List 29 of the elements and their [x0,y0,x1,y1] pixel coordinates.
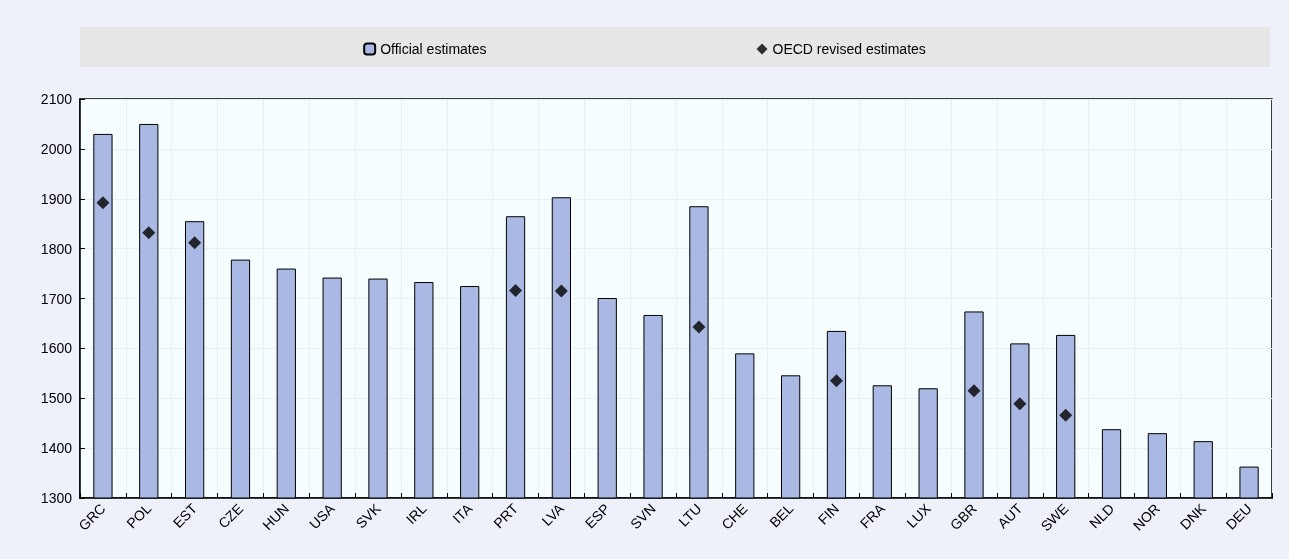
point [829,374,843,388]
y-tick-label: 1900 [40,190,73,207]
point [1059,408,1073,422]
point [96,196,110,210]
point [142,226,156,240]
y-tick-label: 1400 [40,440,73,457]
x-tick-label: BEL [766,500,797,531]
x-tick-label: POL [123,500,155,532]
point [188,236,202,250]
legend-label: OECD revised estimates [772,41,926,57]
y-tick-label: 1300 [40,490,73,506]
y-tick-label: 1700 [40,290,73,307]
y-tick-label: 1600 [40,340,73,357]
y-tick-label: 1500 [40,390,73,407]
point [692,320,706,334]
point [509,284,523,298]
x-tick-label: NLD [1086,500,1118,532]
point [1013,397,1027,411]
point [967,384,981,398]
x-tick-label: USA [306,499,339,532]
x-tick-label: LVA [538,499,568,529]
x-tick-label: IRL [402,500,430,528]
point [554,284,568,298]
x-tick-label: ITA [449,499,476,527]
y-tick-label: 2000 [40,140,73,157]
y-tick-label: 1800 [40,240,73,257]
x-tick-label: FIN [814,500,843,528]
y-tick-label: 2100 [40,91,73,107]
legend-label: Official estimates [380,41,487,57]
